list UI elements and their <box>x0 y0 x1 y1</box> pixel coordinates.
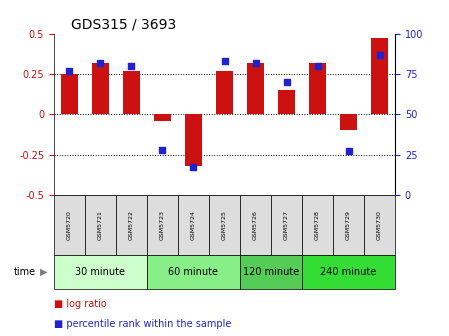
Bar <box>92 62 109 114</box>
Text: ■ log ratio: ■ log ratio <box>54 299 106 309</box>
Text: 240 minute: 240 minute <box>321 267 377 277</box>
Text: GSM5724: GSM5724 <box>191 210 196 240</box>
Text: GSM5723: GSM5723 <box>160 210 165 240</box>
Point <box>345 149 352 154</box>
Point <box>159 147 166 153</box>
Bar <box>309 62 326 114</box>
Bar <box>216 71 233 114</box>
Text: GSM5726: GSM5726 <box>253 210 258 240</box>
Text: GSM5727: GSM5727 <box>284 210 289 240</box>
Point <box>128 63 135 69</box>
Text: GSM5730: GSM5730 <box>377 210 382 240</box>
Text: GSM5720: GSM5720 <box>67 210 72 240</box>
Point <box>221 58 228 64</box>
Bar <box>371 38 388 114</box>
Point <box>376 52 383 57</box>
Text: 30 minute: 30 minute <box>75 267 125 277</box>
Point <box>314 63 321 69</box>
Text: GSM5729: GSM5729 <box>346 210 351 240</box>
Point <box>252 60 259 65</box>
Point <box>190 165 197 170</box>
Text: time: time <box>13 267 35 277</box>
Text: GSM5722: GSM5722 <box>129 210 134 240</box>
Text: ■ percentile rank within the sample: ■ percentile rank within the sample <box>54 319 231 329</box>
Text: GSM5725: GSM5725 <box>222 210 227 240</box>
Bar <box>185 114 202 166</box>
Text: ▶: ▶ <box>40 267 48 277</box>
Bar <box>340 114 357 130</box>
Bar <box>61 74 78 114</box>
Text: 120 minute: 120 minute <box>243 267 299 277</box>
Text: GDS315 / 3693: GDS315 / 3693 <box>71 17 176 31</box>
Bar <box>123 71 140 114</box>
Bar <box>247 62 264 114</box>
Text: 60 minute: 60 minute <box>168 267 219 277</box>
Point <box>283 79 290 85</box>
Bar <box>278 90 295 114</box>
Text: GSM5728: GSM5728 <box>315 210 320 240</box>
Bar <box>154 114 171 121</box>
Text: GSM5721: GSM5721 <box>98 210 103 240</box>
Point <box>66 68 73 73</box>
Point <box>97 60 104 65</box>
